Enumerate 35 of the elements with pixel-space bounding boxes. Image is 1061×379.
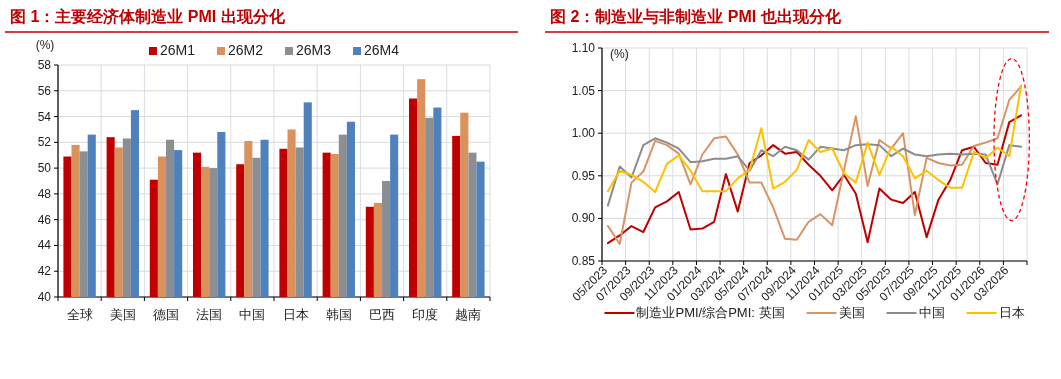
chart-title: 图 2：制造业与非制造业 PMI 也出现分化 xyxy=(550,8,842,25)
x-tick-label: 越南 xyxy=(455,307,482,322)
chart-title: 图 1：主要经济体制造业 PMI 出现分化 xyxy=(10,7,286,25)
y-axis-title: (%) xyxy=(610,47,629,61)
legend-label: 制造业PMI/综合PMI: 英国 xyxy=(636,305,785,320)
y-tick-label: 1.10 xyxy=(571,41,596,55)
y-tick-label: 0.90 xyxy=(571,211,596,226)
y-tick-label: 50 xyxy=(37,161,52,176)
x-tick-label: 印度 xyxy=(412,307,439,322)
x-tick-label: 法国 xyxy=(196,307,223,322)
y-tick-label: 1.00 xyxy=(571,126,596,141)
x-tick-label: 巴西 xyxy=(369,307,395,322)
legend-label: 26M1 xyxy=(159,42,196,58)
legend-label: 26M2 xyxy=(227,42,264,58)
y-tick-label: 58 xyxy=(37,58,52,72)
y-tick-label: 46 xyxy=(37,212,52,227)
y-axis-title: (%) xyxy=(35,38,55,52)
x-tick-label: 美国 xyxy=(109,307,136,322)
y-tick-label: 0.95 xyxy=(571,168,596,183)
y-tick-label: 44 xyxy=(37,238,52,253)
y-tick-label: 0.85 xyxy=(571,254,596,268)
y-tick-label: 48 xyxy=(37,186,52,201)
x-tick-label: 中国 xyxy=(239,307,266,322)
x-tick-label: 韩国 xyxy=(325,307,352,322)
x-tick-label: 日本 xyxy=(282,307,309,322)
y-tick-label: 1.05 xyxy=(571,83,596,98)
y-tick-label: 40 xyxy=(37,290,52,304)
y-tick-label: 56 xyxy=(37,83,52,98)
y-tick-label: 54 xyxy=(37,109,52,124)
x-tick-label: 德国 xyxy=(153,307,179,322)
y-tick-label: 52 xyxy=(37,135,52,150)
y-tick-label: 42 xyxy=(37,264,52,279)
x-tick-label: 全球 xyxy=(66,307,93,322)
legend-label: 26M3 xyxy=(296,42,332,58)
legend-label: 26M4 xyxy=(364,42,400,58)
